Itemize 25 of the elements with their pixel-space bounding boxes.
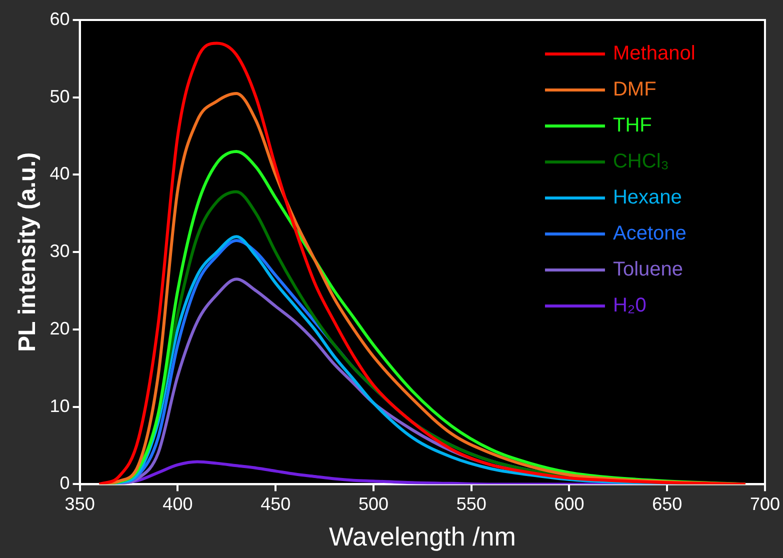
legend-label: THF bbox=[612, 114, 652, 137]
legend-label: H₂0 bbox=[612, 294, 646, 317]
x-tick-label: 700 bbox=[750, 494, 780, 514]
y-tick-label: 50 bbox=[50, 86, 70, 106]
legend-label: Toluene bbox=[612, 258, 684, 281]
x-tick-label: 350 bbox=[64, 494, 95, 514]
y-tick-label: 40 bbox=[50, 164, 70, 184]
x-tick-label: 450 bbox=[260, 494, 291, 514]
legend-label: CHCl₃ bbox=[612, 150, 669, 173]
y-tick-label: 0 bbox=[60, 473, 70, 494]
x-tick-label: 550 bbox=[456, 494, 486, 514]
x-tick-label: 600 bbox=[554, 494, 584, 514]
y-axis-title: PL intensity (a.u.) bbox=[14, 152, 42, 352]
legend-label: DMF bbox=[612, 78, 656, 101]
y-tick-label: 60 bbox=[50, 8, 70, 29]
legend-label: Acetone bbox=[612, 222, 686, 245]
x-tick-label: 400 bbox=[162, 494, 193, 514]
x-axis-title: Wavelength /nm bbox=[328, 522, 516, 552]
x-tick-label: 500 bbox=[358, 494, 388, 514]
x-tick-label: 650 bbox=[652, 494, 682, 514]
y-tick-label: 20 bbox=[50, 318, 70, 338]
legend-label: Methanol bbox=[612, 42, 696, 65]
y-tick-label: 30 bbox=[50, 241, 70, 262]
y-tick-label: 10 bbox=[50, 396, 70, 416]
legend-label: Hexane bbox=[612, 186, 682, 209]
